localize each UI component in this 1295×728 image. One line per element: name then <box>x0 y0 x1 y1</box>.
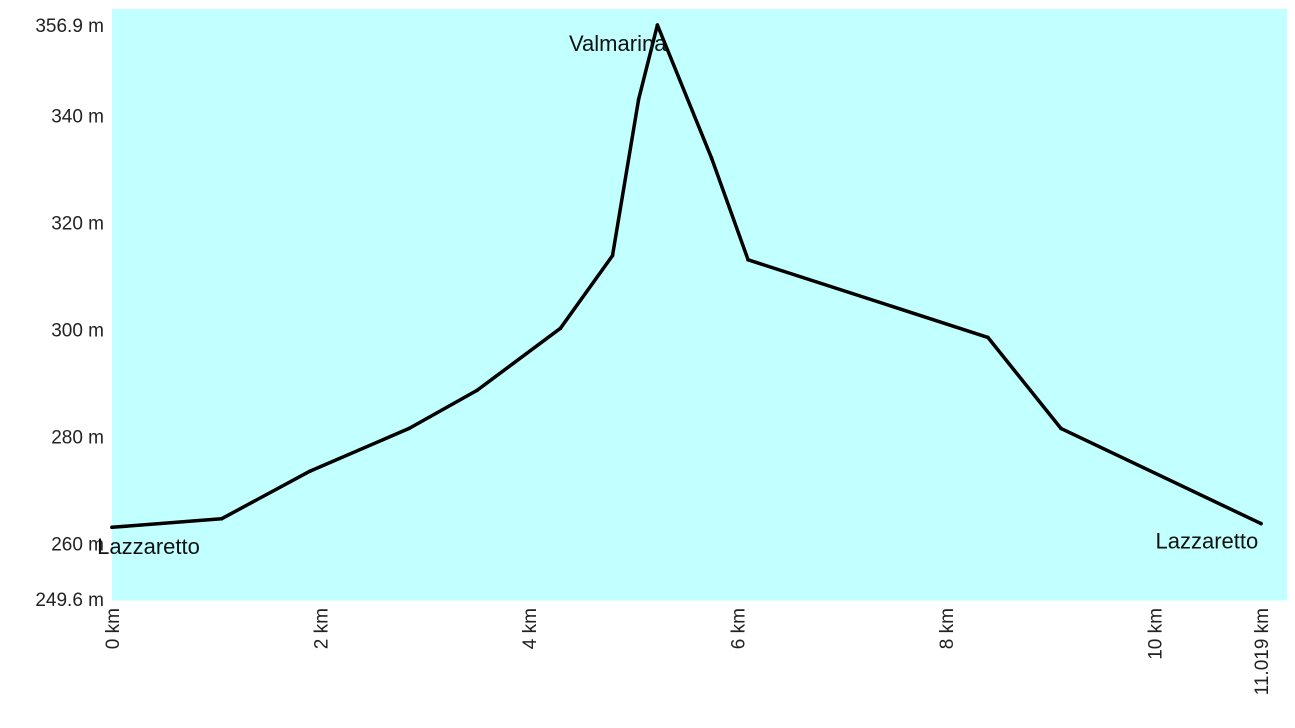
y-axis-ticks: 249.6 m 260 m 280 m 300 m 320 m 340 m 356.9 m <box>35 16 104 611</box>
elevation-point <box>407 426 411 431</box>
x-tick-label: 8 km <box>937 608 958 649</box>
x-tick-label: 10 km <box>1146 608 1167 660</box>
elevation-point <box>558 326 563 331</box>
x-tick-label: 4 km <box>520 608 541 649</box>
elevation-point <box>1059 426 1063 431</box>
x-tick-label: 2 km <box>312 608 333 649</box>
x-tick-label: 0 km <box>103 608 124 649</box>
elevation-point <box>746 258 750 262</box>
y-tick-label: 356.9 m <box>35 16 104 37</box>
elevation-point <box>110 525 114 530</box>
y-tick-label: 280 m <box>51 427 104 448</box>
elevation-point <box>986 335 990 340</box>
elevation-point <box>308 469 312 473</box>
elevation-point <box>219 516 224 521</box>
elevation-point <box>709 156 714 161</box>
place-label: Valmarina <box>569 31 667 56</box>
y-tick-label: 249.6 m <box>35 590 104 611</box>
plot-background <box>112 9 1287 601</box>
y-tick-label: 300 m <box>51 320 104 341</box>
x-tick-label: 11.019 km <box>1252 608 1273 695</box>
elevation-points <box>110 23 1263 530</box>
elevation-point <box>610 253 615 258</box>
y-tick-label: 340 m <box>51 106 104 127</box>
x-axis-ticks: 0 km 2 km 4 km 6 km 8 km 10 km 11.019 km <box>103 608 1273 695</box>
place-annotations: Valmarina Lazzaretto Lazzaretto <box>97 31 1258 559</box>
y-tick-label: 320 m <box>51 213 104 234</box>
elevation-point <box>655 23 660 27</box>
elevation-point <box>475 388 479 393</box>
place-label: Lazzaretto <box>97 534 200 559</box>
elevation-point <box>1259 521 1263 526</box>
elevation-line <box>110 23 1263 530</box>
y-tick-label: 260 m <box>51 534 104 555</box>
x-tick-label: 6 km <box>729 608 750 649</box>
place-label: Lazzaretto <box>1156 529 1259 554</box>
elevation-point <box>636 97 641 102</box>
